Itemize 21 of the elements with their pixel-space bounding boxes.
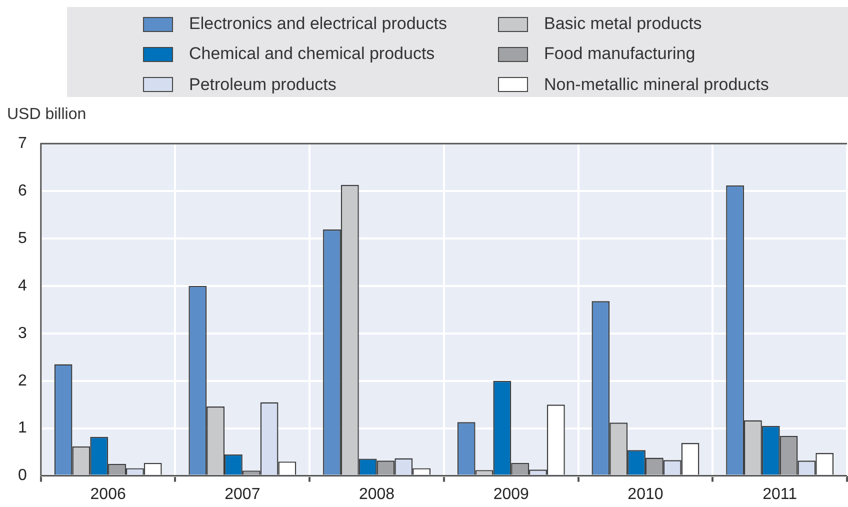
legend-label: Chemical and chemical products [189, 44, 435, 64]
y-tick-label: 4 [18, 277, 27, 294]
legend-label: Food manufacturing [544, 44, 696, 64]
x-tick-label: 2008 [358, 486, 395, 503]
y-tick-label: 5 [18, 230, 27, 247]
legend-label: Non-metallic mineral products [544, 74, 769, 95]
y-axis-title: USD billion [7, 106, 86, 124]
legend-label: Petroleum products [189, 74, 336, 95]
y-tick-label: 0 [18, 467, 27, 484]
x-tick-label: 2011 [762, 486, 798, 503]
x-tick-label: 2010 [628, 486, 664, 503]
y-tick-label: 7 [18, 135, 27, 152]
x-tick-label: 2006 [90, 486, 126, 503]
x-tick-label: 2007 [224, 486, 260, 503]
legend-label: Electronics and electrical products [189, 14, 447, 34]
y-tick-label: 1 [18, 420, 27, 437]
x-tick-label: 2009 [493, 486, 530, 503]
y-tick-label: 2 [18, 372, 27, 390]
y-tick-label: 3 [18, 324, 27, 342]
legend-label: Basic metal products [544, 14, 702, 34]
y-tick-label: 6 [18, 182, 27, 200]
